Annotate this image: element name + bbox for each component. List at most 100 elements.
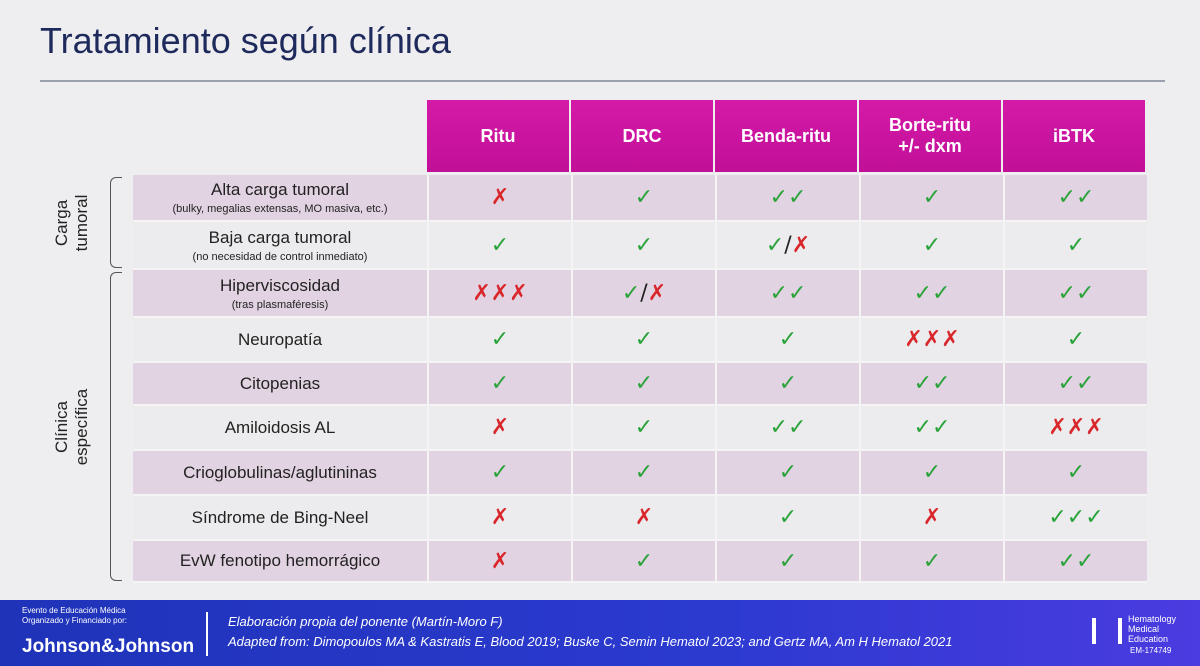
reference: Adapted from: Dimopoulos MA & Kastratis … [228, 634, 953, 649]
symbol: ✓ [922, 185, 942, 210]
symbol: ✓ [769, 280, 788, 306]
cell: ✓ [859, 222, 1003, 270]
row-label: Hiperviscosidad (tras plasmaféresis) [133, 270, 427, 318]
symbol: / [784, 232, 792, 258]
sponsor: Johnson&Johnson [22, 636, 195, 657]
column-header: DRC [571, 100, 715, 172]
cell: ✓ [427, 222, 571, 270]
references: Elaboración propia del ponente (Martín-M… [228, 612, 952, 652]
symbol: ✗ [1048, 415, 1067, 440]
footer: Evento de Educación Médica Organizado y … [0, 600, 1200, 666]
group-label-line: Carga [52, 199, 71, 246]
row-label: Crioglobulinas/aglutininas [133, 451, 427, 496]
symbol: ✓ [778, 460, 798, 485]
symbol: ✓ [1048, 505, 1067, 530]
symbol: ✓ [1066, 505, 1086, 530]
cell: ✓ [715, 451, 859, 496]
cell: ✗ ✗ ✗ [427, 270, 571, 318]
cell: ✓ [571, 541, 715, 583]
symbol: ✗ [490, 505, 510, 530]
cell: ✓ [571, 222, 715, 270]
row-label: Síndrome de Bing-Neel [133, 496, 427, 541]
cell: ✓ ✓ [715, 406, 859, 451]
cell: ✓ [715, 363, 859, 406]
symbol: ✗ [647, 280, 667, 306]
cell: ✗ ✗ ✗ [1003, 406, 1147, 451]
cell: ✓ ✓ [1003, 175, 1147, 222]
symbol: ✓ [1066, 327, 1086, 352]
symbol: ✓ [932, 280, 951, 306]
group-bracket [110, 177, 122, 268]
sponsor-note: Evento de Educación Médica Organizado y … [22, 606, 127, 626]
symbol: ✗ [922, 327, 942, 352]
row-subtitle: (tras plasmaféresis) [231, 298, 329, 311]
cell: ✓ [427, 451, 571, 496]
symbol: ✓ [788, 415, 807, 440]
symbol: ✓ [1066, 232, 1086, 258]
cell: ✓ ✓ [859, 363, 1003, 406]
symbol: ✓ [1085, 505, 1104, 530]
symbol: ✓ [634, 548, 654, 574]
logo-line: Education [1128, 634, 1169, 644]
cell: ✗ [859, 496, 1003, 541]
cell: ✓ [427, 318, 571, 363]
cell: ✓ [715, 496, 859, 541]
group-label: Carga tumoral [52, 163, 92, 283]
row-title: EvW fenotipo hemorrágico [179, 551, 381, 570]
cell: ✗ [427, 496, 571, 541]
symbol: ✓ [922, 548, 942, 574]
column-header: iBTK [1003, 100, 1147, 172]
cell: ✓ ✓ [859, 270, 1003, 318]
symbol: ✗ [1085, 415, 1104, 440]
row-title: Amiloidosis AL [224, 417, 336, 437]
cell: ✓ [427, 363, 571, 406]
cell: ✗ ✗ ✗ [859, 318, 1003, 363]
cell: ✓ [571, 318, 715, 363]
symbol: ✓ [788, 185, 807, 210]
cell: ✓ ✓ ✓ [1003, 496, 1147, 541]
row-title: Alta carga tumoral [211, 180, 349, 199]
cell: ✓ ✓ [715, 175, 859, 222]
symbol: ✓ [490, 232, 510, 258]
symbol: ✓ [634, 460, 654, 485]
row-label: Baja carga tumoral (no necesidad de contr… [133, 222, 427, 270]
symbol: ✓ [778, 327, 798, 352]
symbol: ✓ [922, 232, 942, 258]
cell: ✓ / ✗ [571, 270, 715, 318]
reference: Elaboración propia del ponente (Martín-M… [228, 614, 503, 629]
cell: ✗ [427, 406, 571, 451]
symbol: ✗ [922, 505, 942, 530]
symbol: ✗ [490, 415, 510, 440]
cell: ✓ [859, 451, 1003, 496]
cell: ✓ [1003, 222, 1147, 270]
symbol: ✓ [490, 371, 510, 396]
group-label: Clínica específica [52, 367, 92, 487]
symbol: ✓ [1057, 185, 1076, 210]
column-header: Borte-ritu +/- dxm [859, 100, 1003, 172]
symbol: ✓ [765, 232, 785, 258]
symbol: ✓ [490, 327, 510, 352]
cell: ✗ [427, 541, 571, 583]
logo-line: Medical [1128, 624, 1160, 634]
group-bracket [110, 272, 122, 581]
symbol: ✓ [634, 415, 654, 440]
symbol: ✗ [941, 327, 960, 352]
symbol: / [640, 280, 648, 306]
symbol: ✓ [621, 280, 641, 306]
symbol: ✓ [913, 415, 932, 440]
symbol: ✓ [778, 371, 798, 396]
row-title: Hiperviscosidad [220, 275, 340, 295]
row-title: Crioglobulinas/aglutininas [183, 462, 377, 482]
logo-line: Hematology [1128, 614, 1177, 624]
symbol: ✓ [778, 548, 798, 574]
cell: ✓ / ✗ [715, 222, 859, 270]
symbol: ✓ [1066, 460, 1086, 485]
sponsor-line: Organizado y Financiado por: [22, 616, 127, 625]
slide-title: Tratamiento según clínica [40, 20, 451, 61]
divider [206, 612, 208, 656]
symbol: ✗ [791, 232, 811, 258]
symbol: ✓ [1076, 185, 1095, 210]
symbol: ✓ [778, 505, 798, 530]
row-subtitle: (no necesidad de control inmediato) [192, 250, 368, 263]
symbol: ✓ [913, 371, 932, 396]
